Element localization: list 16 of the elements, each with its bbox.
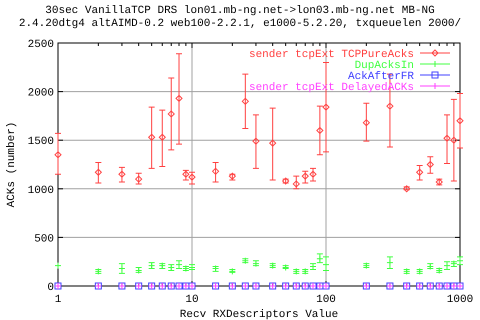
y-tick-label: 1000 xyxy=(28,184,54,197)
y-tick-label: 0 xyxy=(47,282,54,294)
chart-title: 30sec VanillaTCP DRS lon01.mb-ng.net->lon03.mb-ng.net MB-NG xyxy=(45,5,435,17)
chart-subtitle: 2.4.20dtg4 altAIMD-0.2 web100-2.2.1, e1000-5.2.20, txqueuelen 2000/ xyxy=(18,18,462,30)
x-axis-title: Recv RXDescriptors Value xyxy=(180,309,338,320)
y-tick-label: 1500 xyxy=(28,136,54,148)
legend-label: DupAcksIn xyxy=(354,60,414,72)
x-tick-label: 1 xyxy=(54,294,62,306)
x-tick-label: 10 xyxy=(185,294,199,306)
y-axis-title: ACKs (number) xyxy=(6,122,18,208)
y-tick-label: 2500 xyxy=(28,39,54,51)
y-tick-label: 2000 xyxy=(28,88,54,100)
x-tick-label: 100 xyxy=(316,294,336,306)
legend-label: sender tcpExt TCPPureAcks xyxy=(248,49,414,61)
x-tick-label: 1000 xyxy=(446,294,474,306)
y-tick-label: 500 xyxy=(34,233,54,246)
